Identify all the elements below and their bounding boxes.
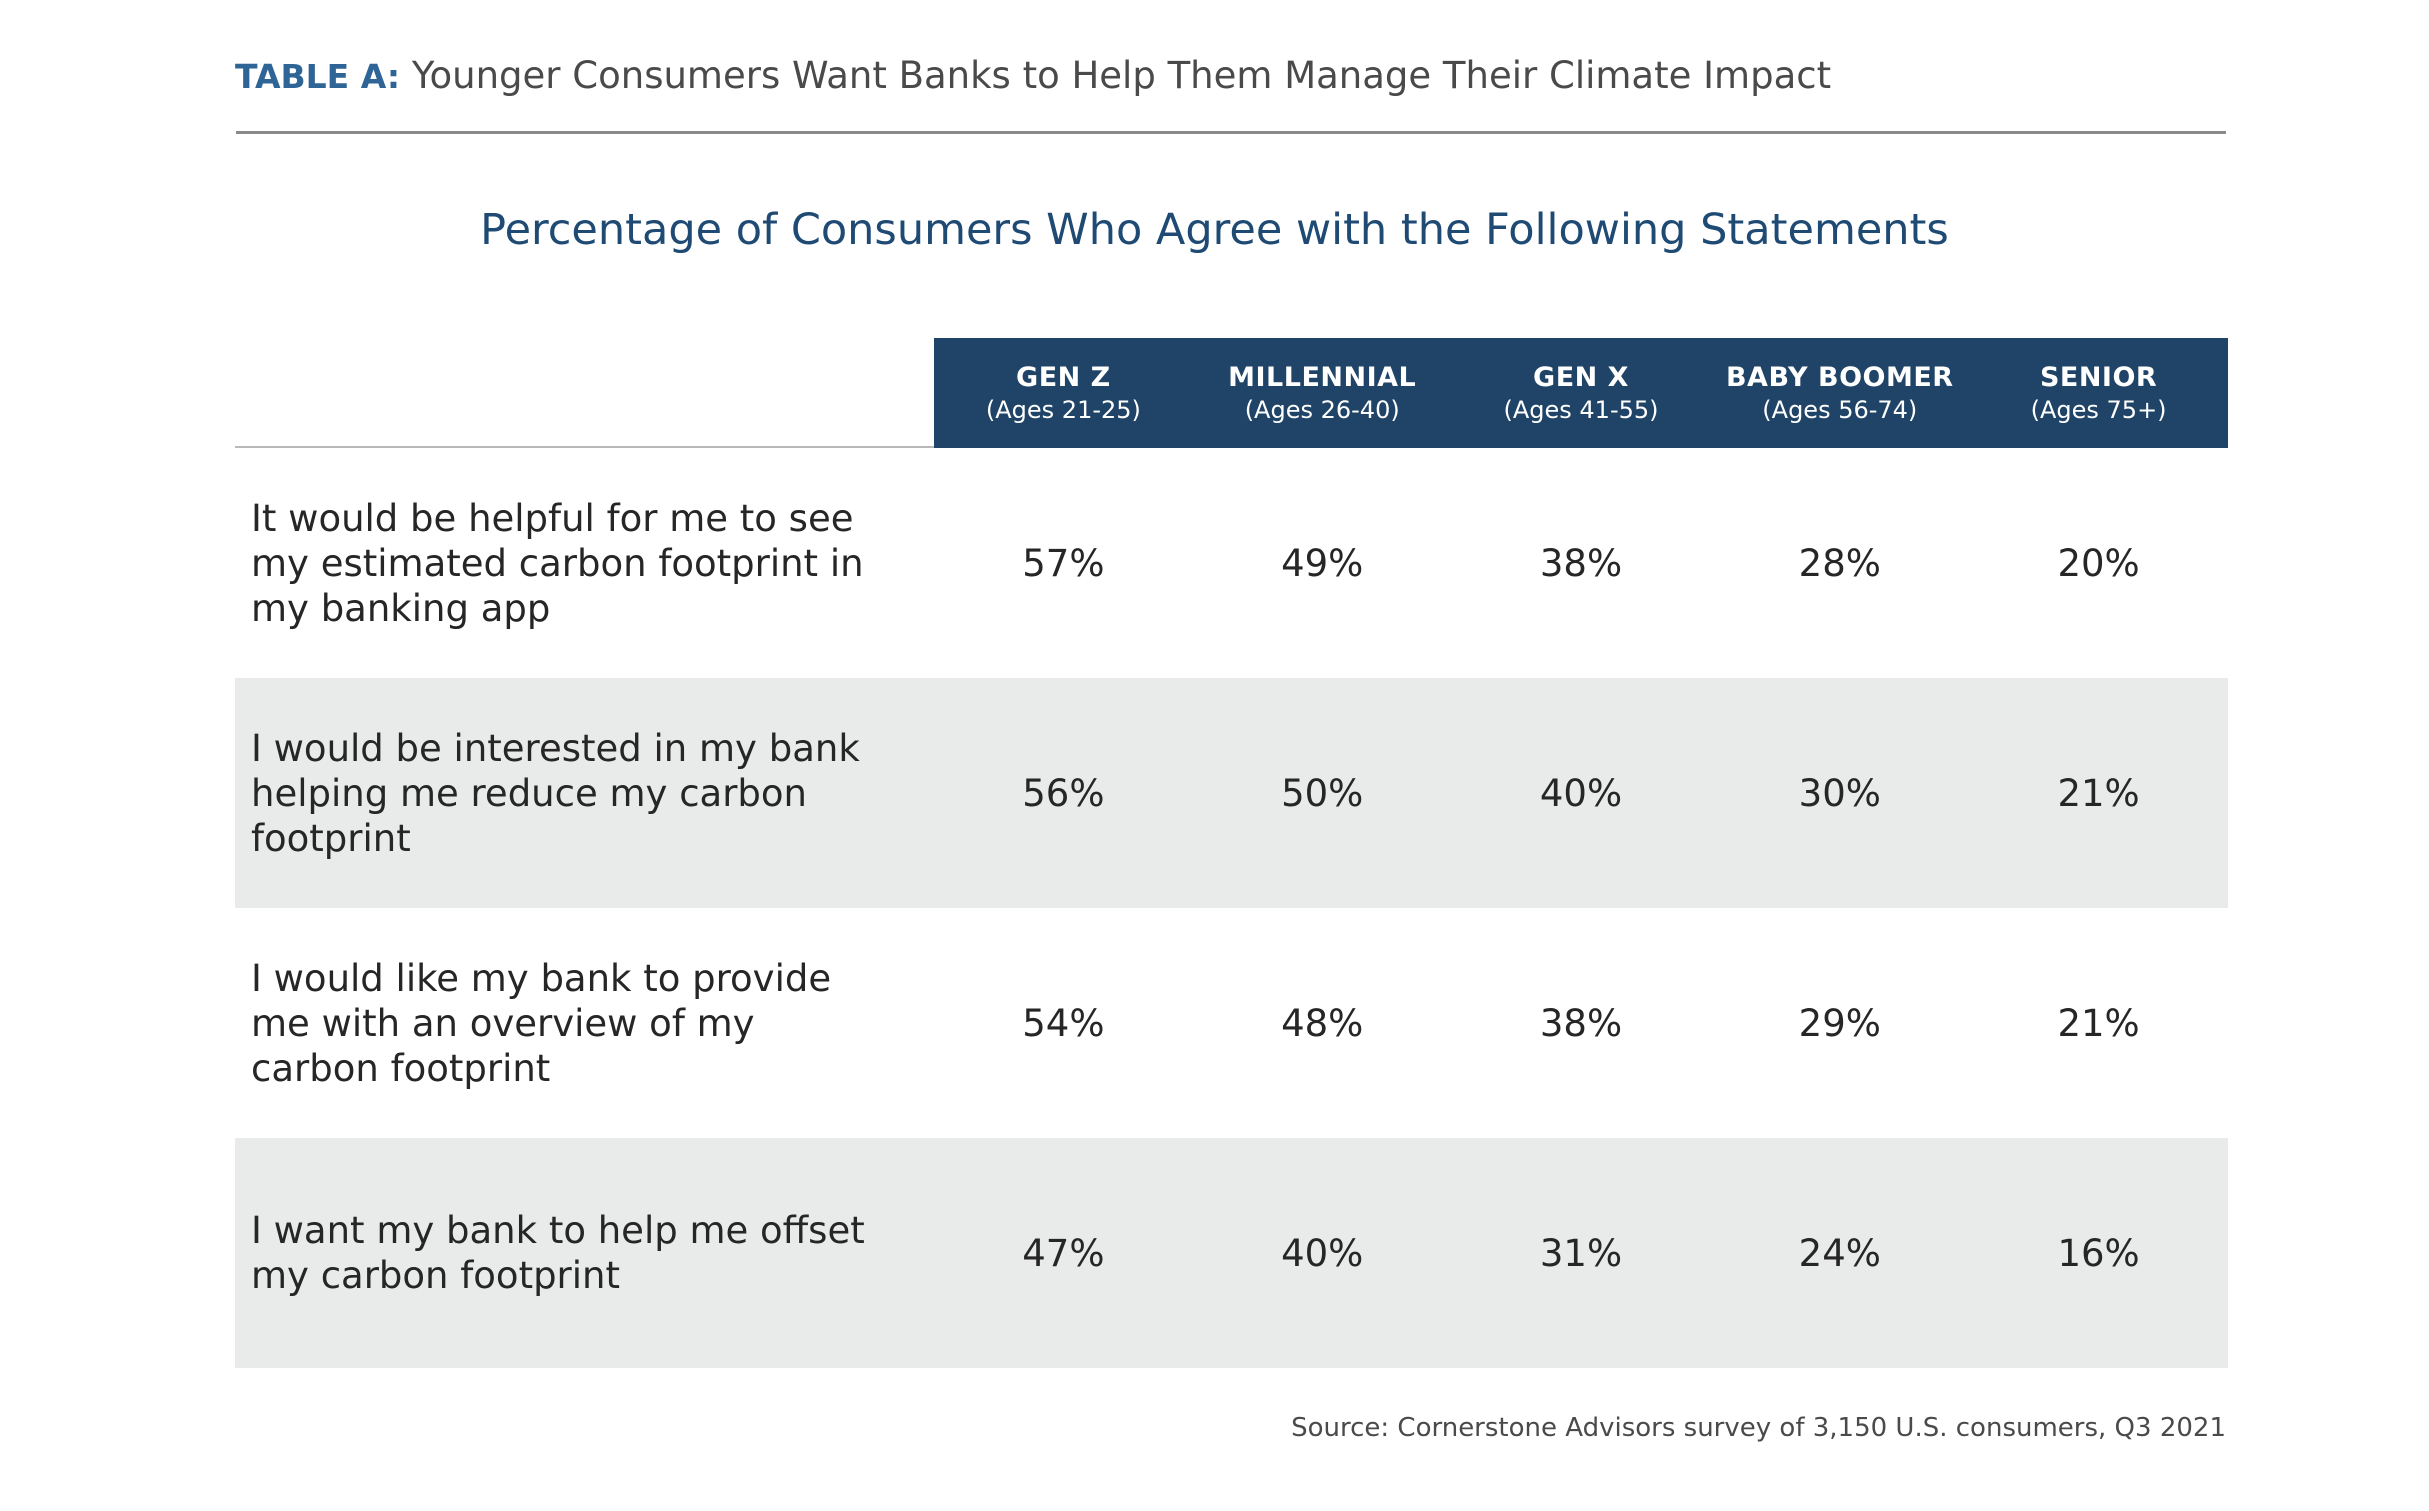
row-statement: It would be helpful for me to see my est… <box>251 496 864 630</box>
row-statement: I would be interested in my bank helping… <box>251 726 860 860</box>
heading-divider <box>236 131 2226 134</box>
row-values: 57% 49% 38% 28% 20% <box>934 542 2228 585</box>
value-cell-gen-z: 47% <box>1022 1231 1105 1275</box>
column-header-senior: SENIOR (Ages 75+) <box>1969 338 2228 448</box>
value-cell-senior: 21% <box>2057 1001 2140 1045</box>
row-statement: I would like my bank to provide me with … <box>251 956 832 1090</box>
column-header-ages: (Ages 41-55) <box>1503 396 1659 424</box>
source-note: Source: Cornerstone Advisors survey of 3… <box>1291 1413 2226 1443</box>
value-cell-gen-z: 54% <box>1022 1001 1105 1045</box>
value-cell-baby-boomer: 30% <box>1798 771 1881 815</box>
column-header-gen-x: GEN X (Ages 41-55) <box>1452 338 1711 448</box>
column-header-ages: (Ages 21-25) <box>985 396 1141 424</box>
value-cell-senior: 21% <box>2057 771 2140 815</box>
value-cell-senior: 16% <box>2057 1231 2140 1275</box>
table-row: I would be interested in my bank helping… <box>235 678 2228 908</box>
column-header-band: GEN Z (Ages 21-25) MILLENNIAL (Ages 26-4… <box>934 338 2228 448</box>
table-title: Younger Consumers Want Banks to Help The… <box>411 54 1832 97</box>
row-values: 47% 40% 31% 24% 16% <box>934 1232 2228 1275</box>
value-cell-baby-boomer: 29% <box>1798 1001 1881 1045</box>
value-cell-millennial: 48% <box>1281 1001 1364 1045</box>
column-header-ages: (Ages 56-74) <box>1762 396 1918 424</box>
value-cell-millennial: 50% <box>1281 771 1364 815</box>
value-cell-baby-boomer: 24% <box>1798 1231 1881 1275</box>
value-cell-gen-x: 40% <box>1539 771 1623 815</box>
column-header-name: GEN X <box>1533 362 1629 393</box>
column-header-name: SENIOR <box>2039 362 2158 393</box>
column-header-name: BABY BOOMER <box>1725 362 1954 393</box>
row-values: 56% 50% 40% 30% 21% <box>934 772 2228 815</box>
column-header-ages: (Ages 75+) <box>2030 396 2167 424</box>
table-label: TABLE A: <box>235 57 401 96</box>
table-heading: TABLE A: Younger Consumers Want Banks to… <box>235 54 1831 97</box>
row-statement: I want my bank to help me offset my carb… <box>251 1209 865 1297</box>
column-header-name: GEN Z <box>1016 362 1111 393</box>
value-cell-gen-x: 38% <box>1539 1001 1623 1045</box>
value-cell-gen-x: 31% <box>1539 1231 1623 1275</box>
table-row: It would be helpful for me to see my est… <box>235 448 2228 678</box>
column-header-name: MILLENNIAL <box>1228 362 1417 393</box>
row-values: 54% 48% 38% 29% 21% <box>934 1002 2228 1045</box>
table-row: I would like my bank to provide me with … <box>235 908 2228 1138</box>
value-cell-gen-z: 57% <box>1022 541 1105 585</box>
value-cell-gen-x: 38% <box>1539 541 1623 585</box>
value-cell-baby-boomer: 28% <box>1798 541 1881 585</box>
value-cell-senior: 20% <box>2057 541 2140 585</box>
header-blank-cell <box>235 338 934 448</box>
data-table: GEN Z (Ages 21-25) MILLENNIAL (Ages 26-4… <box>235 338 2228 1368</box>
table-row: I want my bank to help me offset my carb… <box>235 1138 2228 1368</box>
value-cell-millennial: 40% <box>1281 1231 1364 1275</box>
column-header-baby-boomer: BABY BOOMER (Ages 56-74) <box>1710 338 1969 448</box>
table-header-row: GEN Z (Ages 21-25) MILLENNIAL (Ages 26-4… <box>235 338 2228 448</box>
column-header-gen-z: GEN Z (Ages 21-25) <box>934 338 1193 448</box>
column-header-ages: (Ages 26-40) <box>1244 396 1400 424</box>
chart-title: Percentage of Consumers Who Agree with t… <box>480 205 1949 255</box>
value-cell-millennial: 49% <box>1281 541 1364 585</box>
column-header-millennial: MILLENNIAL (Ages 26-40) <box>1193 338 1452 448</box>
value-cell-gen-z: 56% <box>1022 771 1105 815</box>
